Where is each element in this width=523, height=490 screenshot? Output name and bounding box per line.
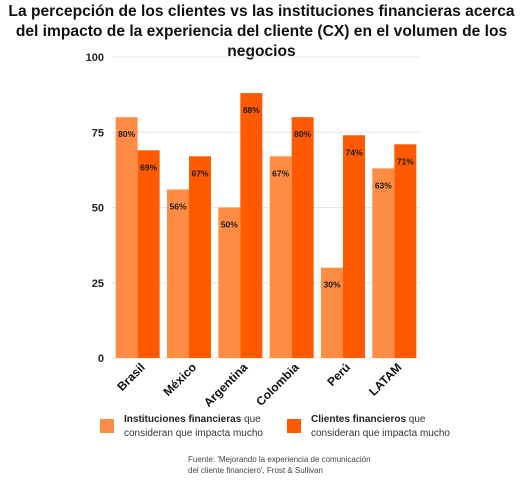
legend-item-clientes: Clientes financieros que consideran que … [287,413,450,441]
source-note: Fuente: 'Mejorando la experiencia de com… [188,454,408,476]
x-tick-label: México [160,360,199,399]
y-tick-label: 0 [98,353,104,365]
legend-label-bold: Clientes financieros [311,414,407,425]
legend-text-clientes: Clientes financieros que consideran que … [311,413,450,441]
bars [115,93,417,359]
data-label: 63% [375,180,392,190]
data-label: 50% [221,220,238,230]
data-label: 71% [397,156,414,166]
legend-label-line2: consideran que impacta mucho [311,428,450,439]
data-label: 88% [243,105,260,115]
bar [115,117,138,358]
data-label: 30% [323,280,340,290]
bar [240,93,263,359]
data-label: 56% [169,201,186,211]
data-label: 80% [294,129,311,139]
bar [291,117,314,358]
gridlines [112,56,420,359]
source-line-2: del cliente financiero', Frost & Sulliva… [188,466,323,475]
legend-label-line2: consideran que impacta mucho [124,428,263,439]
bar [343,135,365,358]
source-line-1: Fuente: 'Mejorando la experiencia de com… [188,455,371,464]
bar [189,156,211,358]
y-tick-label: 50 [92,203,104,215]
data-labels: 80% 69% 56% 67% 50% 88% 67% 80% 30% 74% 63% 71% [118,105,414,290]
legend-label-rest: que [241,414,261,425]
x-tick-label: Argentina [201,360,251,410]
legend-swatch-instituciones [100,419,114,433]
x-tick-label: Colombia [253,360,302,409]
data-label: 74% [345,147,362,157]
bar [218,207,241,358]
data-label: 67% [272,168,289,178]
x-tick-label: Perú [324,360,353,389]
y-tick-label: 100 [86,52,104,64]
data-label: 67% [191,168,208,178]
y-axis-ticks: 0 25 50 75 100 [86,52,104,365]
bar [321,267,343,358]
data-label: 69% [140,162,157,172]
x-tick-label: Brasil [114,360,147,393]
legend-swatch-clientes [287,419,301,433]
chart-title: La percepción de los clientes vs las ins… [8,3,515,60]
y-tick-label: 25 [92,278,104,290]
bar [167,189,189,358]
legend-label-bold: Instituciones financieras [124,414,242,425]
legend-item-instituciones: Instituciones financieras que consideran… [100,413,263,441]
bar-chart: 0 25 50 75 100 80% 69% 56% 67% 50% 88% 67% 80% 30% 74… [86,52,420,410]
legend-text-instituciones: Instituciones financieras que consideran… [124,413,263,441]
bar [269,156,292,358]
data-label: 80% [118,129,135,139]
y-tick-label: 75 [92,127,104,139]
bar [137,150,160,358]
bar [394,144,417,358]
bar [372,168,395,358]
x-tick-label: LATAM [366,360,404,398]
x-axis-labels: Brasil México Argentina Colombia Perú LATAM [114,360,404,410]
legend-label-rest: que [406,414,426,425]
